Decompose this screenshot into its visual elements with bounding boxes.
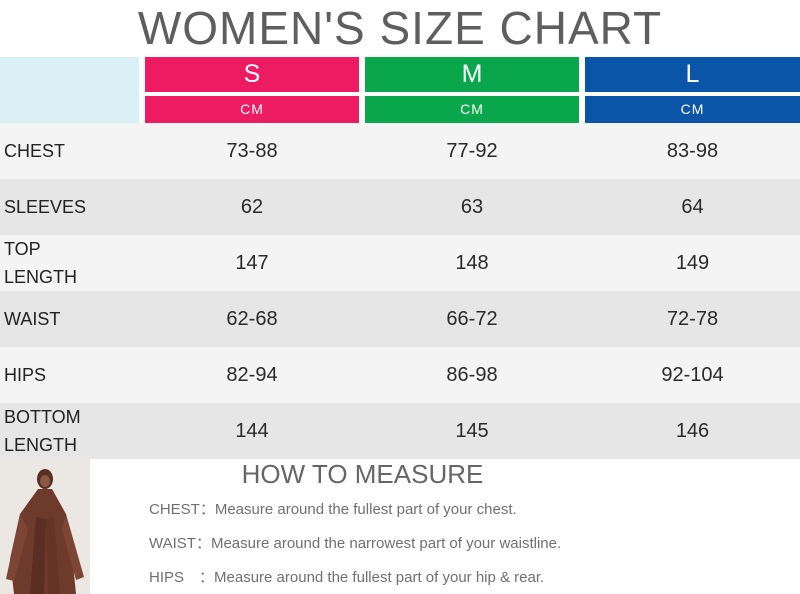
measure-text: Measure around the fullest part of your … [214, 501, 517, 518]
cell-l: 146 [675, 420, 710, 442]
row-label: SLEEVES [4, 197, 87, 217]
table-row-top-length: TOP LENGTH 147 148 149 [0, 235, 800, 291]
header-blank-cell [0, 57, 139, 123]
size-header-l: L [585, 57, 800, 92]
measure-key: CHEST： [149, 501, 215, 518]
cell-l: 83-98 [666, 140, 719, 162]
cell-l: 72-78 [666, 308, 719, 330]
row-label: HIPS [4, 365, 47, 385]
cell-l: 149 [675, 252, 710, 274]
row-label: CHEST [4, 141, 66, 161]
table-row-chest: CHEST 73-88 77-92 83-98 [0, 123, 800, 179]
unit-header-l: CM [585, 96, 800, 123]
unit-header-s: CM [145, 96, 359, 123]
table-row-waist: WAIST 62-68 66-72 72-78 [0, 291, 800, 347]
model-photo-icon [0, 459, 90, 594]
measure-line-hips: HIPS ：Measure around the fullest part of… [149, 566, 544, 587]
page-title: WOMEN'S SIZE CHART [137, 2, 663, 54]
cell-m: 66-72 [446, 308, 498, 330]
size-header-m: M [365, 57, 579, 92]
size-header-s: S [145, 57, 359, 92]
measure-text: Measure around the fullest part of your … [214, 569, 545, 586]
cell-m: 148 [455, 252, 489, 274]
unit-header-m: CM [365, 96, 579, 123]
cell-s: 144 [235, 420, 269, 442]
cell-s: 62-68 [226, 308, 278, 330]
measure-line-chest: CHEST：Measure around the fullest part of… [149, 498, 517, 519]
row-label: BOTTOM LENGTH [4, 407, 81, 455]
cell-s: 147 [235, 252, 269, 274]
table-row-hips: HIPS 82-94 86-98 92-104 [0, 347, 800, 403]
model-photo [0, 459, 90, 594]
cell-m: 77-92 [446, 140, 498, 162]
measure-key: WAIST： [149, 535, 211, 552]
row-label: TOP LENGTH [4, 239, 78, 287]
how-to-measure-title: HOW TO MEASURE [241, 459, 484, 489]
cell-m: 145 [455, 420, 489, 442]
cell-m: 86-98 [446, 364, 498, 386]
cell-s: 82-94 [226, 364, 278, 386]
table-row-bottom-length: BOTTOM LENGTH 144 145 146 [0, 403, 800, 459]
row-label: WAIST [4, 309, 61, 329]
cell-s: 73-88 [226, 140, 278, 162]
measure-line-waist: WAIST：Measure around the narrowest part … [149, 532, 561, 553]
cell-s: 62 [240, 196, 264, 218]
cell-l: 64 [681, 196, 704, 218]
measure-key: HIPS ： [149, 569, 215, 586]
table-row-sleeves: SLEEVES 62 63 64 [0, 179, 800, 235]
measure-text: Measure around the narrowest part of you… [210, 535, 562, 552]
cell-m: 63 [460, 196, 484, 218]
cell-l: 92-104 [661, 364, 724, 386]
